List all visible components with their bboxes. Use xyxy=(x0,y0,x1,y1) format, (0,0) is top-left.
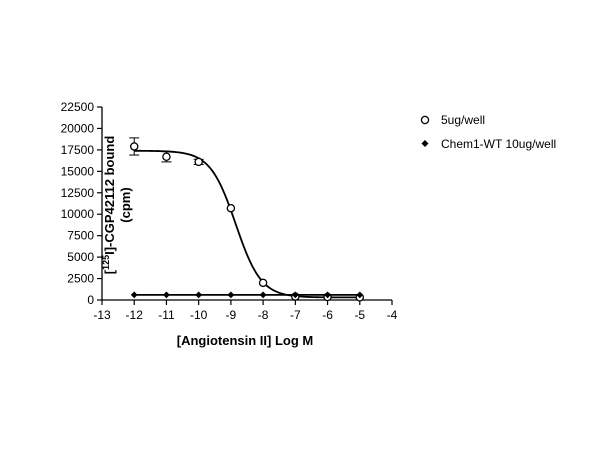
data-points xyxy=(129,137,365,302)
data-point-filled-diamond xyxy=(227,291,235,299)
y-tick-label: 7500 xyxy=(67,229,94,243)
y-tick-label: 22500 xyxy=(61,100,95,114)
data-point-filled-diamond xyxy=(356,291,364,299)
axes: -13 -12 -11 -10 -9 -8 -7 -6 -5 -4 0 2500 5000 7500 100… xyxy=(61,100,398,322)
data-point-filled-diamond xyxy=(291,291,299,299)
y-tick-label: 0 xyxy=(87,293,94,307)
fit-curves xyxy=(134,149,360,299)
legend-item: 5ug/well xyxy=(420,113,485,127)
x-tick-label: -10 xyxy=(190,308,208,322)
x-tick-label: -7 xyxy=(290,308,301,322)
y-tick-label: 17500 xyxy=(61,143,95,157)
legend-item: Chem1-WT 10ug/well xyxy=(421,137,556,151)
fit-curve-5ug-well xyxy=(134,149,360,299)
data-point-open-circle xyxy=(162,152,171,162)
x-axis-title: [Angiotensin II] Log M xyxy=(177,333,313,348)
data-point-open-circle xyxy=(194,157,203,167)
y-tick-label: 5000 xyxy=(67,250,94,264)
data-point-filled-diamond xyxy=(324,291,331,299)
legend-marker-open-circle xyxy=(420,115,430,125)
x-tick-label: -6 xyxy=(322,308,333,322)
x-tick-label: -5 xyxy=(354,308,365,322)
y-tick-label: 12500 xyxy=(61,186,95,200)
x-tick-label: -8 xyxy=(258,308,269,322)
x-tick-label: -13 xyxy=(93,308,111,322)
data-point-filled-diamond xyxy=(195,291,203,299)
y-tick-label: 2500 xyxy=(67,272,94,286)
legend-marker-filled-diamond xyxy=(421,140,429,147)
y-axis-title: [125I]-CGP42112 bound (cpm) xyxy=(101,136,133,275)
legend-label: Chem1-WT 10ug/well xyxy=(441,137,556,151)
data-point-filled-diamond xyxy=(163,291,170,299)
x-tick-label: -9 xyxy=(226,308,237,322)
y-axis-title-line2: (cpm) xyxy=(118,187,133,222)
x-tick-label: -11 xyxy=(158,308,175,322)
data-point-open-circle xyxy=(258,278,268,288)
legend: 5ug/well Chem1-WT 10ug/well xyxy=(420,113,556,151)
y-axis-title-line1: [125I]-CGP42112 bound xyxy=(101,136,117,275)
data-point-filled-diamond xyxy=(259,291,267,299)
x-tick-label: -12 xyxy=(126,308,144,322)
y-tick-label: 15000 xyxy=(61,164,95,178)
x-tick-label: -4 xyxy=(387,308,398,322)
y-tick-label: 10000 xyxy=(61,207,95,221)
y-tick-label: 20000 xyxy=(61,121,95,135)
legend-label: 5ug/well xyxy=(441,113,485,127)
data-point-filled-diamond xyxy=(130,291,138,299)
data-point-open-circle xyxy=(226,203,236,213)
data-point-open-circle xyxy=(129,142,139,151)
